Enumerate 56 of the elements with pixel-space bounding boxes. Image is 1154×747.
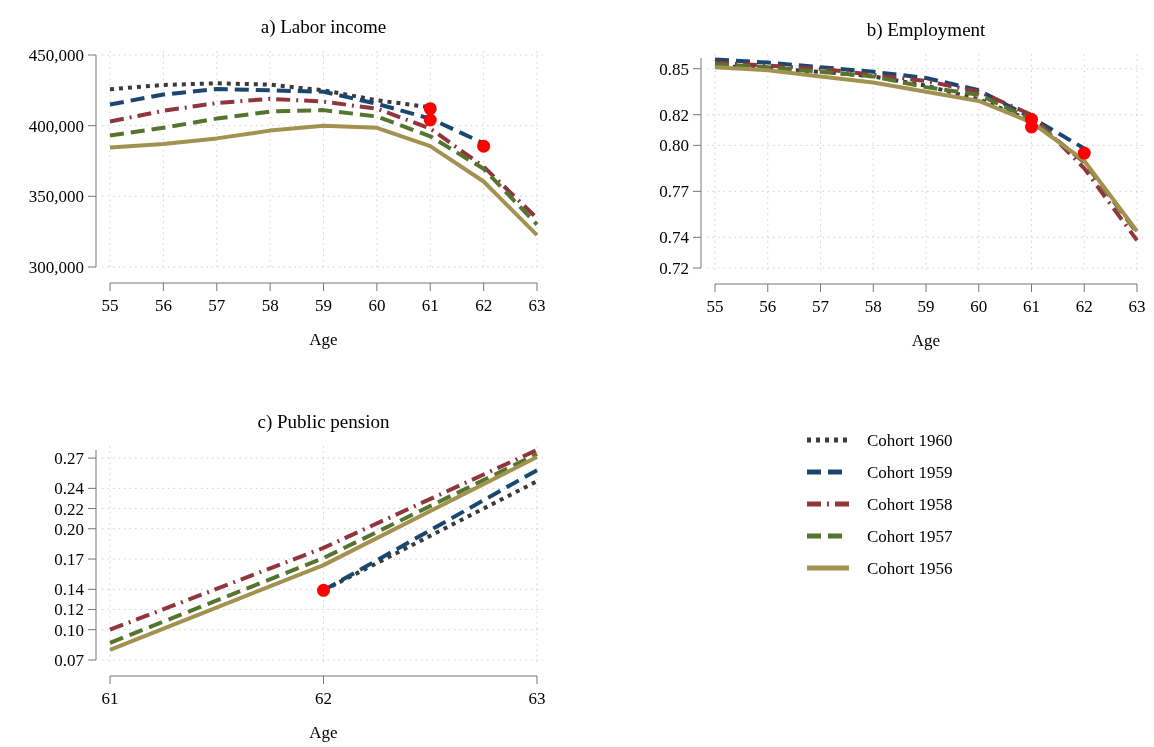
x-tick-label: 62 — [1075, 297, 1093, 316]
x-axis-title: Age — [309, 723, 338, 742]
x-tick-label: 62 — [475, 296, 493, 315]
x-tick-label: 60 — [368, 296, 386, 315]
y-tick-label: 0.10 — [54, 620, 84, 640]
x-tick-label: 58 — [864, 297, 882, 316]
legend-label: Cohort 1958 — [867, 494, 953, 514]
x-tick-label: 57 — [208, 296, 226, 315]
x-tick-label: 63 — [528, 689, 546, 708]
x-tick-label: 60 — [970, 297, 988, 316]
y-tick-label: 0.22 — [54, 499, 84, 519]
legend-label: Cohort 1957 — [867, 526, 953, 546]
x-tick-label: 63 — [528, 296, 546, 315]
x-axis-title: Age — [911, 331, 941, 350]
x-tick-label: 55 — [706, 297, 724, 316]
y-tick-label: 0.17 — [54, 549, 85, 569]
y-tick-label: 0.24 — [54, 479, 85, 499]
point — [1077, 146, 1091, 160]
y-tick-label: 0.77 — [659, 182, 690, 202]
x-tick-label: 61 — [101, 689, 119, 708]
x-tick-label: 61 — [421, 296, 439, 315]
x-axis-title: Age — [309, 330, 338, 349]
x-tick-label: 61 — [1023, 297, 1040, 316]
chart-title: c) Public pension — [257, 411, 390, 433]
y-tick-label: 350,000 — [28, 187, 84, 207]
x-tick-label: 62 — [315, 689, 332, 708]
y-tick-label: 0.14 — [54, 580, 85, 600]
x-tick-label: 63 — [1128, 297, 1146, 316]
x-tick-label: 59 — [917, 297, 935, 316]
point — [477, 139, 491, 153]
legend-label: Cohort 1956 — [867, 558, 953, 578]
x-tick-label: 57 — [812, 297, 830, 316]
x-tick-label: 59 — [315, 296, 332, 315]
y-tick-label: 0.72 — [659, 258, 689, 278]
y-tick-label: 300,000 — [28, 257, 84, 277]
y-tick-label: 0.12 — [54, 600, 84, 620]
y-tick-label: 0.07 — [54, 650, 85, 670]
chart-title: b) Employment — [866, 19, 987, 41]
line-series — [108, 123, 539, 238]
x-tick-label: 56 — [154, 296, 172, 315]
y-tick-label: 0.85 — [659, 59, 689, 79]
point — [423, 113, 437, 127]
x-tick-label: 58 — [261, 296, 279, 315]
point — [423, 102, 437, 116]
y-tick-label: 0.82 — [659, 105, 689, 125]
legend-label: Cohort 1959 — [867, 462, 953, 482]
y-tick-label: 0.74 — [659, 228, 690, 248]
y-tick-label: 0.20 — [54, 519, 84, 539]
y-tick-label: 0.27 — [54, 449, 85, 469]
y-tick-label: 400,000 — [28, 116, 84, 136]
chart-title: a) Labor income — [260, 16, 387, 38]
y-tick-label: 0.80 — [659, 136, 689, 156]
y-tick-label: 450,000 — [28, 45, 84, 65]
x-tick-label: 56 — [759, 297, 777, 316]
legend-label: Cohort 1960 — [867, 430, 953, 450]
x-tick-label: 55 — [101, 296, 119, 315]
